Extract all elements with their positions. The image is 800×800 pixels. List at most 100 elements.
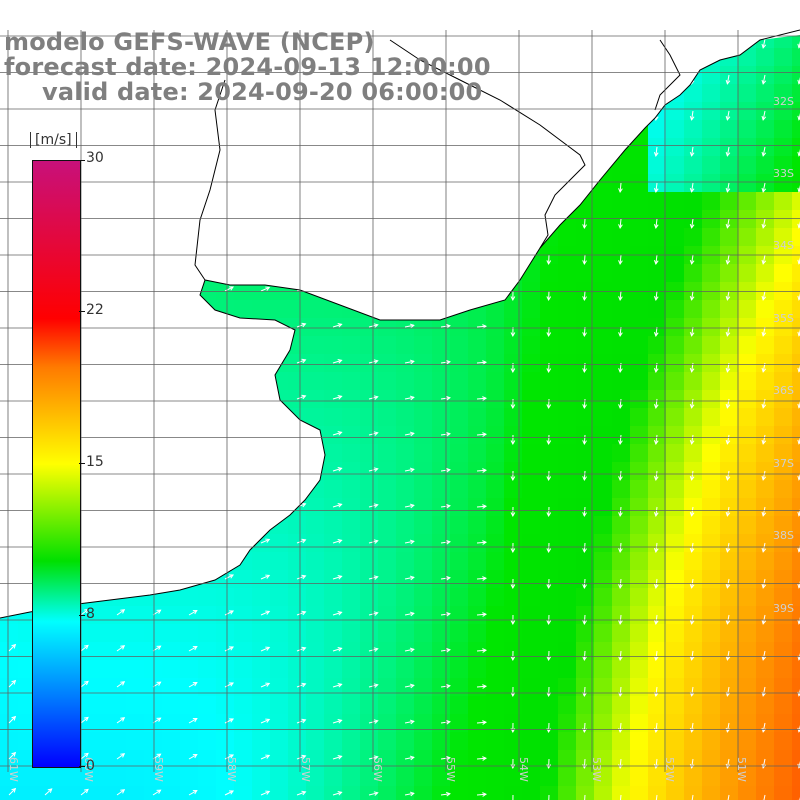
- wind-cell: [18, 660, 36, 678]
- wind-cell: [306, 516, 324, 534]
- wind-cell: [738, 444, 756, 462]
- wind-cell: [774, 642, 792, 660]
- wind-cell: [558, 498, 576, 516]
- wind-cell: [666, 516, 684, 534]
- wind-cell: [324, 552, 342, 570]
- wind-cell: [486, 606, 504, 624]
- wind-arrow: [440, 757, 450, 760]
- wind-arrow: [655, 758, 658, 768]
- wind-arrow-head: [373, 575, 379, 580]
- wind-cell: [612, 768, 630, 786]
- wind-cell: [684, 120, 702, 138]
- wind-arrow-head: [301, 538, 307, 544]
- wind-arrow-head: [618, 404, 623, 409]
- wind-arrow: [260, 574, 270, 580]
- wind-cell: [450, 588, 468, 606]
- wind-cell: [162, 606, 180, 624]
- wind-cell: [378, 642, 396, 660]
- wind-cell: [558, 282, 576, 300]
- wind-arrow-head: [409, 755, 415, 761]
- wind-cell: [90, 732, 108, 750]
- wind-arrow: [583, 542, 586, 553]
- wind-cell: [486, 534, 504, 552]
- wind-cell: [558, 624, 576, 642]
- wind-arrow: [440, 397, 450, 400]
- wind-cell: [378, 714, 396, 732]
- wind-arrow-head: [120, 753, 126, 758]
- wind-cell: [540, 444, 558, 462]
- wind-cell: [540, 696, 558, 714]
- wind-cell: [720, 372, 738, 390]
- wind-cell: [522, 300, 540, 318]
- wind-arrow: [8, 716, 16, 724]
- wind-arrow: [619, 542, 622, 553]
- wind-arrow-head: [409, 431, 415, 437]
- wind-cell: [450, 786, 468, 800]
- wind-cell: [666, 498, 684, 516]
- wind-arrow-head: [797, 187, 800, 193]
- wind-arrow-head: [797, 619, 800, 625]
- wind-cell: [486, 498, 504, 516]
- wind-cell: [792, 624, 800, 642]
- wind-cell: [324, 336, 342, 354]
- wind-cell: [576, 336, 594, 354]
- wind-cell: [558, 768, 576, 786]
- lat-label: 39S: [773, 602, 794, 615]
- wind-cell: [630, 588, 648, 606]
- wind-cell: [666, 534, 684, 552]
- wind-cell: [540, 660, 558, 678]
- wind-arrow: [583, 614, 586, 625]
- wind-cell: [702, 318, 720, 336]
- wind-cell: [522, 570, 540, 588]
- wind-arrow: [619, 254, 622, 265]
- wind-cell: [522, 372, 540, 390]
- wind-cell: [342, 678, 360, 696]
- wind-cell: [738, 534, 756, 552]
- wind-arrow-head: [689, 439, 695, 445]
- colorbar-tick-8: 8: [86, 606, 95, 622]
- wind-arrow: [726, 542, 730, 552]
- wind-cell: [630, 390, 648, 408]
- wind-cell: [648, 300, 666, 318]
- wind-cell: [450, 444, 468, 462]
- wind-cell: [486, 516, 504, 534]
- wind-cell: [666, 444, 684, 462]
- wind-arrow-head: [373, 359, 379, 364]
- wind-cell: [504, 336, 522, 354]
- colorbar-tick-22: 22: [86, 302, 104, 318]
- wind-cell: [648, 264, 666, 282]
- wind-cell: [270, 570, 288, 588]
- wind-cell: [630, 732, 648, 750]
- wind-cell: [684, 732, 702, 750]
- wind-cell: [414, 336, 432, 354]
- wind-cell: [594, 300, 612, 318]
- wind-cell: [594, 570, 612, 588]
- wind-cell: [738, 174, 756, 192]
- wind-cell: [378, 516, 396, 534]
- wind-cell: [612, 588, 630, 606]
- wind-cell: [666, 210, 684, 228]
- wind-cell: [792, 444, 800, 462]
- wind-cell: [792, 786, 800, 800]
- wind-cell: [54, 768, 72, 786]
- wind-arrow: [655, 434, 658, 444]
- wind-cell: [558, 786, 576, 800]
- lat-label: 33S: [773, 167, 794, 180]
- wind-cell: [630, 426, 648, 444]
- wind-arrow-head: [11, 715, 17, 721]
- wind-cell: [792, 300, 800, 318]
- wind-cell: [540, 264, 558, 282]
- wind-cell: [504, 480, 522, 498]
- wind-cell: [612, 732, 630, 750]
- wind-cell: [666, 264, 684, 282]
- wind-cell: [234, 660, 252, 678]
- wind-cell: [576, 228, 594, 246]
- wind-cell: [432, 480, 450, 498]
- wind-cell: [324, 732, 342, 750]
- lon-label: 58W: [225, 757, 238, 782]
- wind-cell: [432, 372, 450, 390]
- lat-label: 32S: [773, 95, 794, 108]
- wind-cell: [684, 264, 702, 282]
- wind-cell: [612, 228, 630, 246]
- wind-arrow-head: [653, 692, 659, 697]
